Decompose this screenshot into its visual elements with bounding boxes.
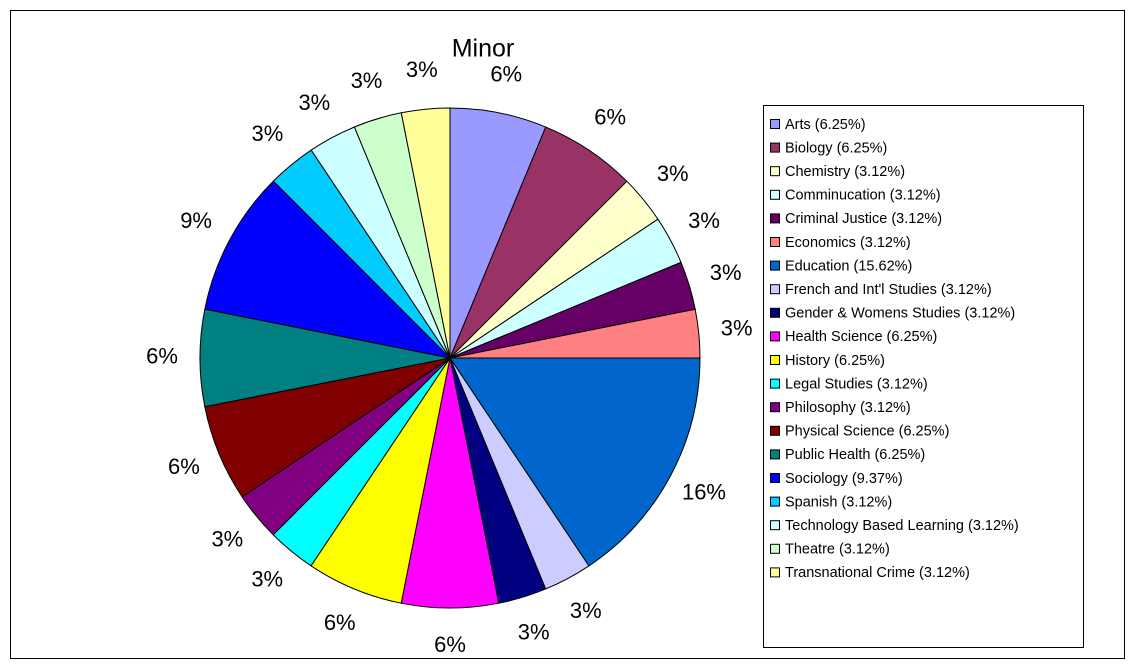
legend-swatch — [770, 142, 780, 153]
legend-swatch — [770, 355, 780, 365]
legend-label: Criminal Justice (3.12%) — [785, 211, 942, 227]
legend-swatch — [770, 166, 780, 177]
legend-swatch — [770, 520, 780, 531]
chart-title: Minor — [452, 35, 515, 63]
data-label: 6% — [146, 344, 178, 369]
data-label: 3% — [406, 57, 438, 82]
legend-label: Health Science (6.25%) — [785, 329, 937, 345]
data-label: 3% — [251, 566, 283, 591]
data-label: 3% — [710, 260, 742, 285]
legend-label: French and Int'l Studies (3.12%) — [785, 282, 992, 298]
data-label: 6% — [490, 61, 522, 86]
legend-swatch — [770, 543, 780, 554]
legend-label: Philosophy (3.12%) — [785, 400, 911, 416]
legend-swatch — [770, 378, 780, 389]
data-label: 3% — [298, 90, 330, 115]
legend-label: Arts (6.25%) — [785, 117, 866, 133]
legend-swatch — [770, 331, 780, 342]
legend-swatch — [770, 567, 780, 578]
legend-label: Biology (6.25%) — [785, 140, 887, 156]
legend-swatch — [770, 496, 780, 507]
pie-slice — [400, 107, 451, 359]
legend-swatch — [770, 473, 780, 483]
legend-label: Education (15.62%) — [785, 258, 912, 274]
legend-swatch — [770, 260, 780, 271]
data-label: 3% — [657, 161, 689, 186]
legend-swatch — [770, 449, 780, 460]
legend-swatch — [770, 213, 780, 224]
legend-swatch — [770, 189, 780, 200]
legend-label: Economics (3.12%) — [785, 235, 911, 251]
data-label: 3% — [570, 598, 602, 623]
legend-swatch — [770, 237, 780, 247]
data-label: 6% — [434, 632, 466, 657]
legend-label: Chemistry (3.12%) — [785, 164, 905, 180]
legend-swatch — [770, 307, 780, 318]
legend-label: Physical Science (6.25%) — [785, 424, 949, 440]
legend-box — [763, 105, 1084, 648]
legend-swatch — [770, 402, 780, 413]
legend-label: Technology Based Learning (3.12%) — [785, 518, 1019, 534]
legend-swatch — [770, 425, 780, 436]
legend-label: Legal Studies (3.12%) — [785, 376, 928, 392]
legend-label: Sociology (9.37%) — [785, 471, 903, 487]
legend-swatch — [770, 284, 780, 295]
pie-slice — [449, 357, 701, 567]
legend-label: Public Health (6.25%) — [785, 447, 925, 463]
legend-label: Gender & Womens Studies (3.12%) — [785, 306, 1015, 322]
data-label: 3% — [518, 619, 550, 644]
legend-label: Spanish (3.12%) — [785, 494, 892, 510]
data-label: 3% — [211, 526, 243, 551]
legend-label: History (6.25%) — [785, 353, 885, 369]
data-label: 6% — [594, 104, 626, 129]
data-label: 3% — [721, 316, 753, 341]
legend-label: Transnational Crime (3.12%) — [785, 565, 970, 581]
data-label: 3% — [688, 208, 720, 233]
data-label: 6% — [324, 610, 356, 635]
legend-label: Comminucation (3.12%) — [785, 188, 941, 204]
data-label: 9% — [180, 208, 212, 233]
legend-swatch — [770, 119, 780, 129]
data-label: 3% — [351, 68, 383, 93]
data-label: 3% — [252, 121, 284, 146]
data-label: 6% — [168, 454, 200, 479]
pie-slice — [204, 180, 452, 359]
legend-label: Theatre (3.12%) — [785, 542, 890, 558]
data-label: 16% — [682, 480, 726, 505]
